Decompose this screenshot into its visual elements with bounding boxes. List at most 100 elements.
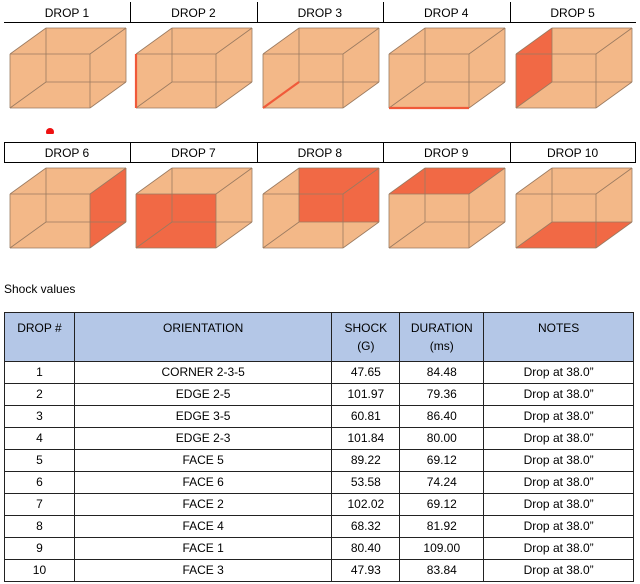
highlighted-corner	[46, 128, 54, 134]
box-edge	[89, 221, 127, 249]
cell-duration: 81.92	[399, 515, 485, 538]
box-edge	[468, 167, 506, 195]
box-edge	[342, 81, 380, 109]
cell-orientation: FACE 4	[73, 515, 333, 538]
highlighted-face	[389, 168, 506, 194]
table-row: 6 FACE 6 53.58 74.24 Drop at 38.0”	[4, 471, 634, 494]
highlighted-face	[515, 222, 632, 248]
cell-shock: 47.93	[331, 559, 401, 582]
drop-label: DROP 1	[44, 6, 90, 20]
header-shock: SHOCK (G)	[331, 312, 401, 362]
box-diagram	[9, 167, 127, 249]
box-body	[10, 28, 126, 108]
drop-cell-5: DROP 5	[510, 2, 636, 142]
box-edge	[342, 167, 380, 195]
box-edge	[262, 27, 300, 55]
drop-cell-9: DROP 9	[383, 142, 509, 282]
cell-orientation: EDGE 2-3	[73, 427, 333, 450]
box-edge	[595, 221, 632, 249]
cell-orientation: FACE 6	[73, 471, 333, 494]
cell-duration: 83.84	[399, 559, 485, 582]
cell-drop: 1	[4, 361, 75, 384]
cell-notes: Drop at 38.0”	[483, 515, 634, 538]
drop-label: DROP 10	[547, 146, 599, 160]
cell-shock: 80.40	[331, 537, 401, 560]
box-diagram	[262, 167, 380, 249]
box-edge	[388, 27, 426, 55]
box-edge	[136, 221, 173, 249]
cell-drop: 6	[4, 471, 75, 494]
cell-orientation: FACE 2	[73, 493, 333, 516]
cell-duration: 74.24	[399, 471, 485, 494]
header-duration-label: DURATION	[410, 321, 473, 335]
header-duration: DURATION (ms)	[399, 312, 485, 362]
table-row: 9 FACE 1 80.40 109.00 Drop at 38.0”	[4, 537, 634, 560]
cell-drop: 5	[4, 449, 75, 472]
drop-label: DROP 5	[550, 6, 595, 20]
drop-cell-10: DROP 10	[510, 142, 636, 282]
box-body	[136, 28, 253, 108]
cell-notes: Drop at 38.0”	[483, 493, 634, 516]
table-row: 1 CORNER 2-3-5 47.65 84.48 Drop at 38.0”	[4, 361, 634, 384]
box-edge	[216, 221, 253, 249]
cell-drop: 7	[4, 493, 75, 516]
table-row: 3 EDGE 3-5 60.81 86.40 Drop at 38.0”	[4, 405, 634, 428]
grid-divider	[635, 142, 636, 162]
drop-label: DROP 4	[423, 6, 469, 20]
cell-duration: 80.00	[399, 427, 485, 450]
grid-divider	[4, 142, 5, 162]
drop-label: DROP 6	[44, 146, 90, 160]
drop-cell-4: DROP 4	[383, 2, 509, 142]
grid-divider	[4, 162, 636, 163]
box-edge	[342, 27, 380, 55]
grid-divider	[509, 2, 511, 22]
cell-drop: 3	[4, 405, 75, 428]
box-edge	[262, 221, 300, 249]
drop-cell-6: DROP 6	[4, 142, 130, 282]
box-diagram	[515, 27, 632, 109]
cell-orientation: EDGE 3-5	[73, 405, 333, 428]
drop-cell-3: DROP 3	[257, 2, 383, 142]
cell-notes: Drop at 38.0”	[483, 559, 634, 582]
drop-label: DROP 9	[423, 146, 469, 160]
box-edge	[342, 221, 380, 249]
box-edge	[216, 167, 253, 195]
box-body	[389, 28, 506, 108]
cell-orientation: FACE 1	[73, 537, 333, 560]
box-edge	[515, 81, 552, 109]
box-edge	[9, 27, 47, 55]
cell-shock: 101.97	[331, 383, 401, 406]
box-edge	[468, 81, 506, 109]
header-notes: NOTES	[483, 312, 634, 362]
grid-divider	[4, 22, 636, 23]
cell-duration: 86.40	[399, 405, 485, 428]
box-edge	[515, 27, 552, 55]
box-edge	[136, 27, 173, 55]
table-row: 10 FACE 3 47.93 83.84 Drop at 38.0”	[4, 559, 634, 582]
grid-divider	[256, 2, 258, 22]
box-edge	[9, 221, 47, 249]
cell-notes: Drop at 38.0”	[483, 471, 634, 494]
cell-shock: 101.84	[331, 427, 401, 450]
header-shock-unit: (G)	[357, 339, 375, 353]
table-row: 8 FACE 4 68.32 81.92 Drop at 38.0”	[4, 515, 634, 538]
box-edge	[9, 167, 47, 195]
drop-cell-1: DROP 1	[4, 2, 130, 142]
box-diagram	[388, 167, 506, 249]
table-header-row: DROP # ORIENTATION SHOCK (G) DURATION (ms)…	[4, 312, 634, 362]
drop-cell-7: DROP 7	[130, 142, 256, 282]
cell-drop: 9	[4, 537, 75, 560]
highlighted-face	[136, 194, 217, 248]
cell-orientation: FACE 5	[73, 449, 333, 472]
box-diagram	[262, 27, 380, 109]
table-row: 2 EDGE 2-5 101.97 79.36 Drop at 38.0”	[4, 383, 634, 406]
box-edge	[595, 167, 632, 195]
highlighted-face	[90, 168, 126, 248]
box-edge	[9, 81, 47, 109]
box-diagram	[135, 167, 253, 249]
table-row: 4 EDGE 2-3 101.84 80.00 Drop at 38.0”	[4, 427, 634, 450]
cell-drop: 4	[4, 427, 75, 450]
grid-divider	[130, 142, 132, 162]
cell-drop: 8	[4, 515, 75, 538]
box-diagram	[388, 27, 506, 110]
